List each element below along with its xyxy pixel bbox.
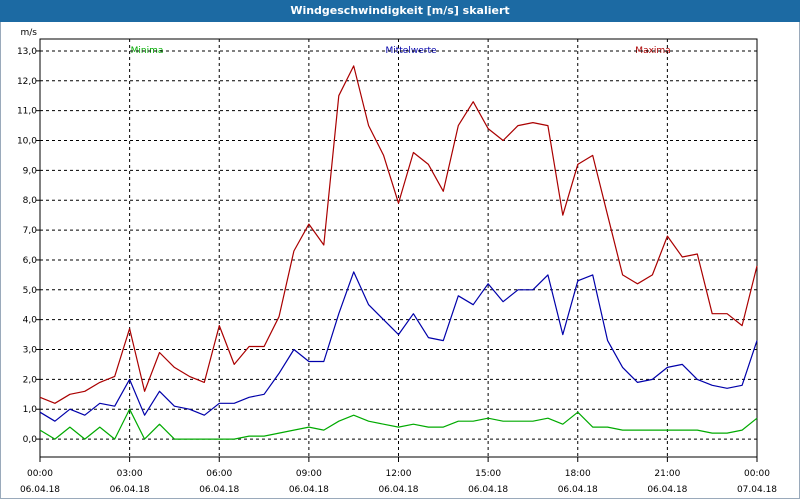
x-tick-date-label: 06.04.18 [20,485,60,495]
x-tick-date-label: 06.04.18 [199,485,239,495]
x-tick-date-label: 06.04.18 [468,485,508,495]
x-tick-time-label: 21:00 [654,469,680,479]
y-tick-label: 4,0 [23,316,38,326]
x-tick-time-label: 15:00 [475,469,501,479]
y-tick-label: 2,0 [23,375,38,385]
legend-mittelwerte: Mittelwerte [385,46,437,56]
x-tick-date-label: 06.04.18 [558,485,598,495]
wind-speed-chart: 0,0 1,0 2,0 3,0 4,0 5,0 6,0 7,0 8,0 9,0 10,0 11,0 12… [17,28,777,495]
x-tick-time-label: 06:00 [206,469,232,479]
x-tick-date-label: 06.04.18 [289,485,329,495]
y-tick-label: 13,0 [17,47,37,57]
x-tick-time-label: 00:00 [744,469,770,479]
x-tick-time-label: 12:00 [386,469,412,479]
x-tick-time-label: 03:00 [117,469,143,479]
y-tick-label: 5,0 [23,286,38,296]
chart-frame: Minima Mittelwerte Maxima 0,0 1,0 2,0 3,0 4,… [0,22,800,499]
y-tick-label: 6,0 [23,256,38,266]
x-tick-time-label: 18:00 [565,469,591,479]
y-tick-label: 7,0 [23,226,38,236]
series-line-mittelwerte [39,271,758,422]
y-tick-label: 1,0 [23,405,38,415]
y-axis-unit: m/s [21,28,38,38]
x-tick-time-label: 00:00 [27,469,53,479]
y-tick-label: 8,0 [23,196,38,206]
y-tick-label: 12,0 [17,77,37,87]
y-tick-label: 3,0 [23,346,38,356]
y-tick-label: 9,0 [23,166,38,176]
y-tick-label: 0,0 [23,435,38,445]
window-title: Windgeschwindigkeit [m/s] skaliert [0,0,800,22]
series-line-maxima [39,65,758,404]
x-tick-date-label: 06.04.18 [647,485,687,495]
x-tick-time-label: 09:00 [296,469,322,479]
x-tick-date-label: 06.04.18 [378,485,418,495]
x-tick-date-label: 07.04.18 [737,485,777,495]
x-tick-date-label: 06.04.18 [110,485,150,495]
series-line-minima [39,408,758,440]
legend-minima: Minima [130,46,164,56]
y-tick-label: 10,0 [17,137,37,147]
y-tick-label: 11,0 [17,107,37,117]
